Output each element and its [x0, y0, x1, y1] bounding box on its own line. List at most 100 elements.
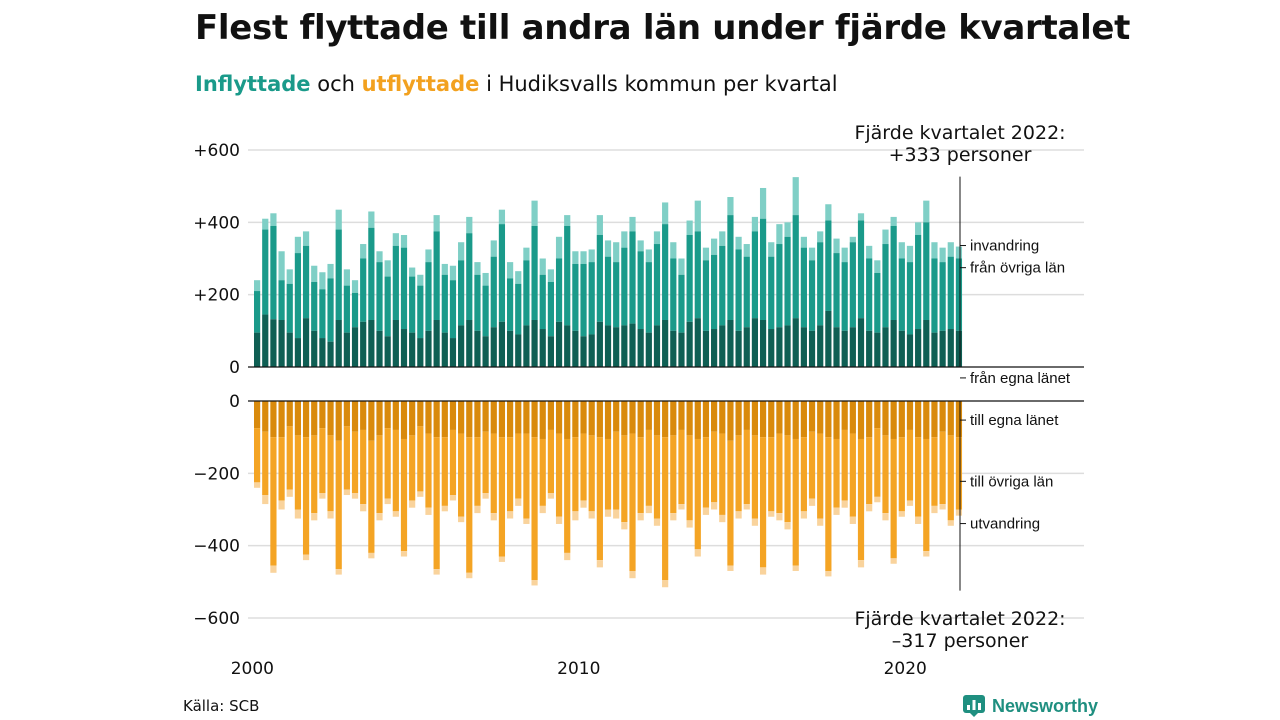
- bar-out-utvandring: [294, 509, 302, 519]
- bar-in-egna: [572, 330, 579, 367]
- bar-out-utvandring: [890, 558, 897, 564]
- bar-in-ovriga: [286, 283, 293, 333]
- bar-out-utvandring: [637, 513, 644, 521]
- bar-in-invandring: [254, 280, 261, 292]
- bar-in-ovriga: [360, 258, 367, 322]
- bar-in-egna: [311, 330, 318, 367]
- bar-out-egna: [947, 401, 954, 436]
- bar-in-egna: [678, 332, 685, 367]
- bar-out-ovriga: [270, 437, 277, 566]
- bar-in-invandring: [441, 263, 448, 275]
- bar-in-invandring: [466, 216, 473, 234]
- bar-out-ovriga: [768, 437, 775, 512]
- bar-in-invandring: [270, 213, 277, 226]
- bar-out-egna: [580, 401, 587, 434]
- bar-out-ovriga: [808, 431, 816, 499]
- bar-out-utvandring: [817, 518, 824, 526]
- bar-out-ovriga: [343, 426, 350, 490]
- bar-out-ovriga: [784, 435, 791, 523]
- bar-in-ovriga: [776, 244, 783, 328]
- bar-out-egna: [915, 401, 922, 438]
- y-tick-label: −400: [193, 537, 240, 557]
- bar-out-ovriga: [637, 437, 644, 514]
- y-tick-label: +600: [193, 141, 240, 161]
- bar-out-egna: [449, 401, 457, 430]
- bar-in-ovriga: [653, 244, 661, 326]
- bar-out-utvandring: [784, 522, 791, 530]
- bar-in-ovriga: [376, 262, 383, 331]
- bar-out-egna: [482, 401, 489, 432]
- bar-out-egna: [637, 401, 644, 438]
- bar-in-egna: [743, 327, 750, 367]
- bar-in-ovriga: [343, 285, 350, 333]
- bar-out-ovriga: [702, 437, 710, 508]
- bar-in-egna: [523, 325, 530, 367]
- bar-out-egna: [588, 401, 595, 436]
- bar-out-ovriga: [857, 438, 865, 561]
- bar-in-ovriga: [409, 276, 416, 333]
- bar-out-egna: [572, 401, 579, 438]
- source-label: Källa: SCB: [183, 697, 260, 715]
- bar-in-invandring: [751, 216, 759, 232]
- bar-in-ovriga: [482, 285, 489, 337]
- bar-out-ovriga: [751, 435, 759, 519]
- bar-in-invandring: [286, 269, 293, 284]
- bar-out-egna: [906, 401, 914, 430]
- bar-out-utvandring: [947, 520, 954, 526]
- bar-in-egna: [735, 330, 742, 367]
- bar-in-egna: [670, 330, 677, 367]
- bar-out-egna: [335, 401, 342, 441]
- bar-in-egna: [817, 325, 824, 367]
- bar-in-egna: [580, 336, 587, 367]
- bar-out-egna: [882, 401, 889, 436]
- bar-in-egna: [441, 332, 448, 367]
- bar-in-invandring: [792, 177, 799, 216]
- bar-in-ovriga: [833, 253, 840, 328]
- bar-in-ovriga: [458, 260, 465, 326]
- bar-out-egna: [776, 401, 783, 434]
- bar-in-egna: [417, 338, 424, 367]
- bar-in-invandring: [874, 260, 881, 273]
- bar-in-invandring: [555, 236, 563, 259]
- bar-in-invandring: [931, 242, 938, 259]
- series-label-out: till övriga län: [970, 473, 1053, 490]
- chart-subtitle: Inflyttade och utflyttade i Hudiksvalls …: [195, 72, 838, 96]
- bar-out-egna: [898, 401, 905, 438]
- bar-out-utvandring: [335, 569, 342, 575]
- bar-in-invandring: [596, 215, 603, 235]
- bar-in-invandring: [327, 263, 334, 279]
- bar-in-invandring: [849, 236, 856, 243]
- bar-in-invandring: [678, 258, 685, 275]
- bar-out-ovriga: [490, 433, 497, 514]
- bar-in-egna: [278, 319, 285, 367]
- bar-in-ovriga: [319, 289, 326, 339]
- bar-in-ovriga: [572, 263, 579, 331]
- bar-out-egna: [458, 401, 465, 434]
- bar-out-utvandring: [302, 554, 310, 561]
- bar-out-ovriga: [792, 438, 799, 566]
- bar-out-utvandring: [319, 493, 326, 499]
- bar-out-utvandring: [392, 511, 399, 517]
- bar-in-egna: [874, 332, 881, 367]
- bar-in-ovriga: [531, 225, 538, 320]
- bar-out-egna: [425, 401, 432, 434]
- bar-out-ovriga: [384, 428, 391, 499]
- bar-out-utvandring: [555, 516, 563, 524]
- bar-out-utvandring: [376, 513, 383, 521]
- bar-in-ovriga: [898, 258, 905, 331]
- bar-out-utvandring: [711, 502, 718, 510]
- bar-in-ovriga: [433, 231, 440, 320]
- bar-out-egna: [368, 401, 375, 441]
- bar-out-egna: [923, 401, 930, 439]
- series-label-in: invandring: [970, 238, 1039, 255]
- bar-out-egna: [751, 401, 759, 436]
- bar-in-egna: [800, 327, 807, 367]
- bar-in-egna: [302, 318, 310, 367]
- bar-out-egna: [849, 401, 856, 434]
- bar-in-invandring: [825, 204, 832, 221]
- bar-in-egna: [939, 330, 946, 367]
- bar-out-utvandring: [351, 493, 359, 499]
- bar-in-ovriga: [727, 215, 734, 320]
- bar-out-egna: [392, 401, 399, 430]
- bar-out-ovriga: [515, 433, 522, 499]
